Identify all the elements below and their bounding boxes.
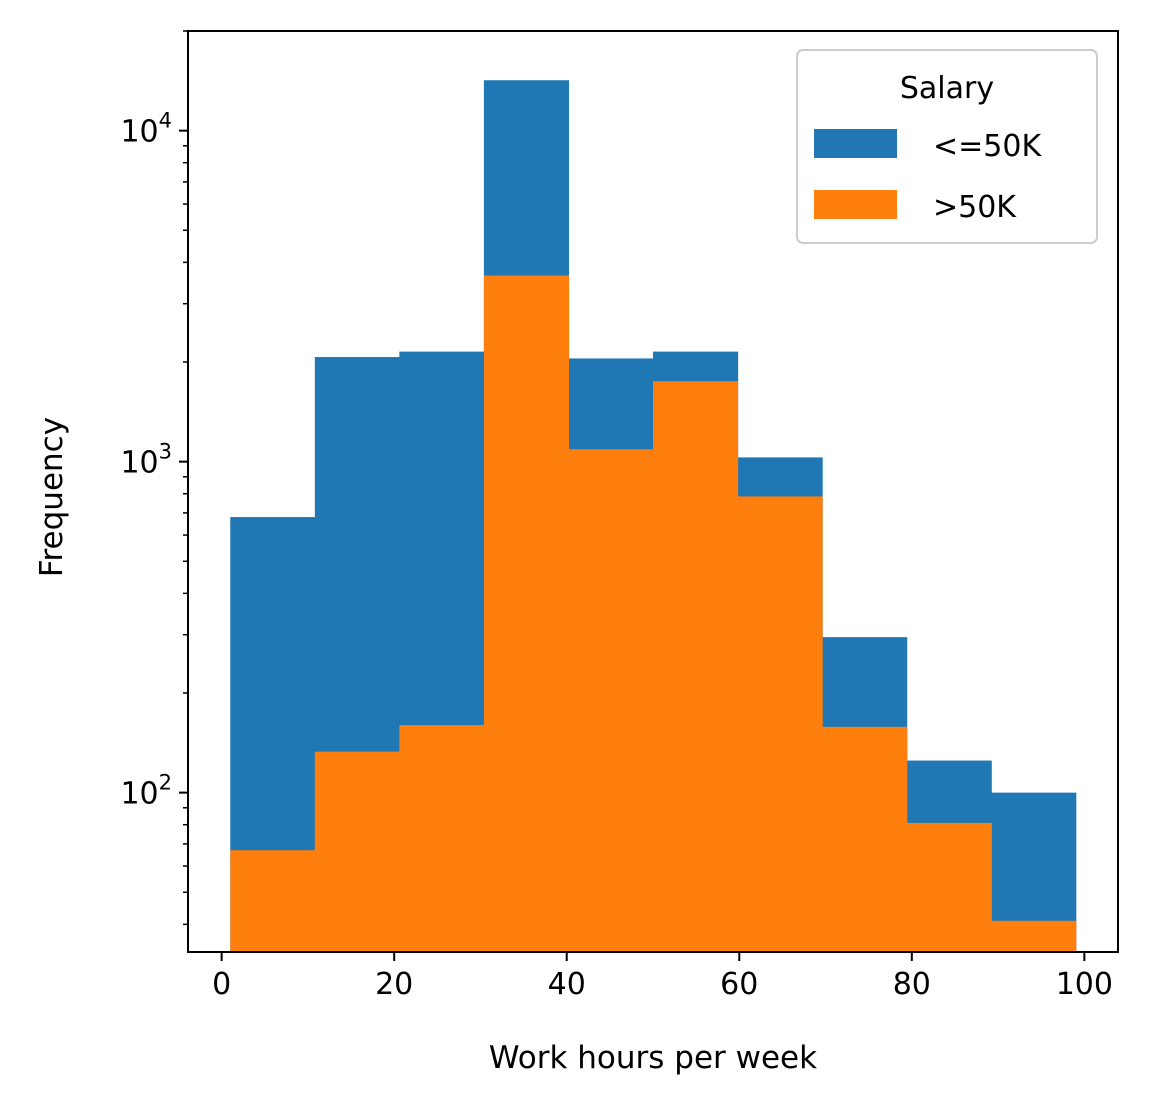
y-tick-label: 103 (120, 440, 172, 481)
bar-series1-bin0 (230, 850, 316, 952)
x-tick-label: 100 (1056, 967, 1113, 1002)
legend-label-le50k: <=50K (933, 129, 1042, 164)
bar-series1-bin3 (483, 275, 570, 953)
bar-series1-bin7 (822, 726, 908, 952)
y-tick-label: 102 (120, 771, 172, 812)
legend-swatch-le50k (814, 129, 897, 158)
x-tick-label: 0 (212, 967, 231, 1002)
legend-title: Salary (900, 71, 994, 106)
bar-series1-bin4 (568, 449, 654, 952)
x-axis-label: Work hours per week (489, 1040, 817, 1076)
bar-series1-bin1 (314, 751, 400, 952)
legend-label-gt50k: >50K (933, 190, 1017, 225)
y-tick-label: 104 (120, 109, 172, 150)
bars-layer (230, 80, 1077, 953)
x-tick-label: 80 (893, 967, 931, 1002)
x-tick-label: 60 (720, 967, 758, 1002)
bar-series1-bin5 (653, 381, 739, 953)
x-tick-label: 20 (375, 967, 413, 1002)
ticks-layer: 0 20 40 60 80 100 102 103 104 (120, 30, 1113, 1002)
y-axis-label: Frequency (34, 417, 70, 577)
x-tick-label: 40 (548, 967, 586, 1002)
bar-series1-bin9 (991, 920, 1077, 952)
bar-series1-bin2 (399, 725, 485, 952)
legend: Salary <=50K >50K (796, 49, 1098, 244)
plot-frame (187, 30, 1119, 953)
legend-swatch-gt50k (814, 190, 897, 219)
bar-series1-bin8 (906, 822, 992, 952)
bar-series1-bin6 (737, 496, 823, 952)
